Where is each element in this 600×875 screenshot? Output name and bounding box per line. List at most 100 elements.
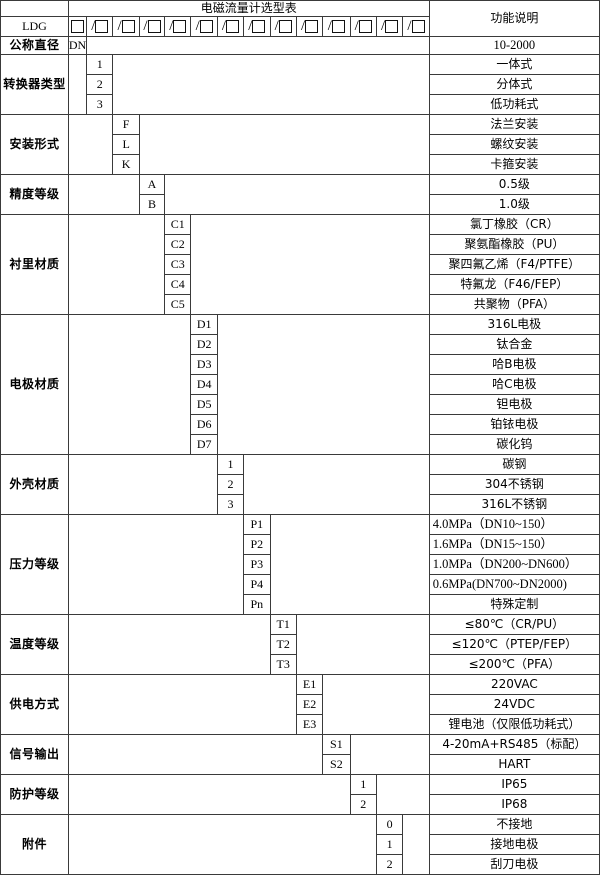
table-row: 衬里材质 C1 氯丁橡胶（CR） <box>0 214 600 315</box>
code-cell: 2 <box>216 474 245 495</box>
section-label: 信号输出 <box>0 734 69 775</box>
code-cell: P3 <box>243 554 271 575</box>
filler-cell <box>67 814 377 875</box>
empty-square-icon <box>226 20 240 34</box>
code-cell: 1 <box>375 834 404 855</box>
description-cell: 特氟龙（F46/FEP） <box>428 274 600 295</box>
filler-cell <box>402 814 430 875</box>
code-slot-box: / <box>243 16 271 37</box>
code-slot-box: / <box>86 16 114 37</box>
description-cell: 10-2000 <box>428 36 600 55</box>
code-slot-box: / <box>269 16 297 37</box>
code-cell: D3 <box>190 354 218 375</box>
model-prefix: LDG <box>0 16 69 37</box>
filler-cell <box>67 454 218 515</box>
description-cell: 分体式 <box>428 74 600 95</box>
description-cell: 1.0级 <box>428 194 600 215</box>
description-cell: IP68 <box>428 794 600 815</box>
description-cell: 卡箍安装 <box>428 154 600 175</box>
section-label: 温度等级 <box>0 614 69 675</box>
table-row: 信号输出 S1 4-20mA+RS485（标配） <box>0 734 600 775</box>
code-cell: P4 <box>243 574 271 595</box>
slash-icon: / <box>407 18 412 35</box>
title-row: 电磁流量计选型表 功能说明 <box>0 0 600 37</box>
table-row: 附件 0 不接地 <box>0 814 600 875</box>
code-cell: E3 <box>295 714 324 735</box>
empty-square-icon <box>147 20 161 34</box>
description-cell: 铂铱电极 <box>428 414 600 435</box>
code-cell: 0 <box>375 814 404 835</box>
section-label: 衬里材质 <box>0 214 69 315</box>
empty-square-icon <box>121 20 135 34</box>
code-cell: D6 <box>190 414 218 435</box>
description-cell: 接地电极 <box>428 834 600 855</box>
filler-cell <box>86 36 430 55</box>
description-cell: 钽电极 <box>428 394 600 415</box>
code-cell: 2 <box>349 794 377 815</box>
slash-icon: / <box>143 18 148 35</box>
description-cell: 刮刀电极 <box>428 854 600 875</box>
code-cell: P1 <box>243 514 271 535</box>
table-row: P3 1.0MPa（DN200~DN600） <box>1 554 600 575</box>
section-label: 供电方式 <box>0 674 69 735</box>
description-cell: 氯丁橡胶（CR） <box>428 214 600 235</box>
filler-cell <box>67 674 297 735</box>
table-row: 外壳材质 1 碳钢 <box>0 454 600 515</box>
code-cell: D5 <box>190 394 218 415</box>
description-cell: 24VDC <box>428 694 600 715</box>
section-label: 公称直径 <box>0 36 69 55</box>
slash-icon: / <box>248 18 253 35</box>
empty-square-icon <box>199 20 213 34</box>
filler-cell <box>67 114 114 175</box>
slash-icon: / <box>327 18 332 35</box>
table-row: B 1.0级 <box>1 194 600 215</box>
table-row: 2 304不锈钢 <box>1 474 600 495</box>
slash-icon: / <box>91 18 96 35</box>
code-cell: DN <box>67 36 88 55</box>
filler-cell <box>269 514 430 615</box>
code-cell: D1 <box>190 314 218 335</box>
empty-square-icon <box>71 20 84 34</box>
section-label: 防护等级 <box>0 774 69 815</box>
table-row: T2 ≤120℃（PTEP/FEP） <box>1 634 600 655</box>
code-cell: C5 <box>164 294 192 315</box>
section-label: 安装形式 <box>0 114 69 175</box>
description-cell: 锂电池（仅限低功耗式） <box>428 714 600 735</box>
code-cell: 1 <box>349 774 377 795</box>
slash-icon: / <box>300 18 306 35</box>
description-cell: 304不锈钢 <box>428 474 600 495</box>
filler-cell <box>67 314 192 455</box>
table-row: P4 0.6MPa(DN700~DN2000) <box>1 574 600 595</box>
description-cell: 1.0MPa（DN200~DN600） <box>428 554 600 575</box>
code-slot-box: / <box>402 16 430 37</box>
code-cell: S2 <box>322 754 351 775</box>
code-cell: P2 <box>243 534 271 555</box>
empty-square-icon <box>252 20 266 34</box>
section-label: 精度等级 <box>0 174 69 215</box>
description-cell: HART <box>428 754 600 775</box>
table-row: 温度等级 T1 ≤80℃（CR/PU） <box>0 614 600 675</box>
code-slot-box: / <box>375 16 404 37</box>
table-row: C3 聚四氟乙烯（F4/PTFE） <box>1 254 600 275</box>
description-cell: 4.0MPa（DN10~150） <box>428 514 600 535</box>
filler-cell <box>138 114 430 175</box>
code-cell: C2 <box>164 234 192 255</box>
filler-cell <box>190 214 430 315</box>
table-row: D3 哈B电极 <box>1 354 600 375</box>
slash-icon: / <box>380 18 386 35</box>
table-row: D4 哈C电极 <box>1 374 600 395</box>
description-cell: ≤120℃（PTEP/FEP） <box>428 634 600 655</box>
code-slot-box: / <box>164 16 192 37</box>
code-slot-box: / <box>112 16 140 37</box>
table-row: 精度等级 A 0.5级 <box>0 174 600 215</box>
table-title: 电磁流量计选型表 <box>67 0 430 17</box>
description-cell: 4-20mA+RS485（标配） <box>428 734 600 755</box>
description-cell: 共聚物（PFA） <box>428 294 600 315</box>
code-cell: C3 <box>164 254 192 275</box>
section-label: 压力等级 <box>0 514 69 615</box>
code-cell: E2 <box>295 694 324 715</box>
description-cell: 低功耗式 <box>428 94 600 115</box>
code-cell: F <box>112 114 140 135</box>
code-slot-box: / <box>295 16 324 37</box>
empty-square-icon <box>331 20 345 34</box>
